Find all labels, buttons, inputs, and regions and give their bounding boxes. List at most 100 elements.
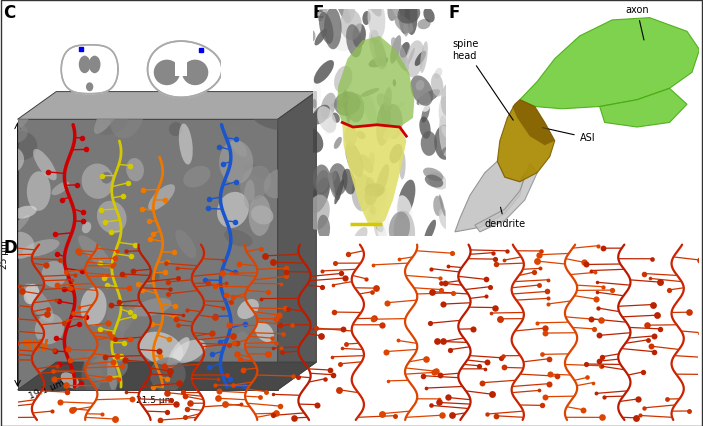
Ellipse shape [107,359,117,391]
Ellipse shape [154,60,180,85]
Ellipse shape [417,89,440,105]
Ellipse shape [360,88,379,97]
Ellipse shape [404,6,417,33]
Ellipse shape [439,209,451,229]
Ellipse shape [182,60,208,85]
Ellipse shape [365,183,385,196]
Ellipse shape [41,261,67,288]
Ellipse shape [309,30,316,41]
Ellipse shape [24,283,54,322]
Ellipse shape [51,181,70,195]
Ellipse shape [354,98,361,109]
Ellipse shape [3,215,30,240]
Ellipse shape [439,194,446,216]
Ellipse shape [27,171,51,211]
Ellipse shape [377,223,384,232]
Ellipse shape [419,117,431,139]
Text: dendrite: dendrite [484,207,525,229]
Ellipse shape [433,196,443,216]
Polygon shape [497,100,555,182]
Ellipse shape [399,0,410,34]
Ellipse shape [238,299,259,319]
Ellipse shape [34,314,64,344]
Ellipse shape [219,141,253,184]
Ellipse shape [335,179,344,204]
Ellipse shape [313,164,330,194]
Text: ASI: ASI [543,128,595,143]
Ellipse shape [133,298,172,317]
Polygon shape [61,45,118,94]
Ellipse shape [431,73,444,97]
Ellipse shape [418,90,431,112]
Ellipse shape [79,56,91,73]
Text: spine
head: spine head [453,39,513,120]
Ellipse shape [335,95,354,104]
Ellipse shape [243,164,274,179]
Ellipse shape [366,0,382,17]
Ellipse shape [344,125,357,147]
Ellipse shape [324,7,342,49]
Ellipse shape [331,102,347,108]
Ellipse shape [352,174,373,211]
Ellipse shape [390,35,401,63]
Ellipse shape [72,377,100,407]
Ellipse shape [231,138,247,157]
Ellipse shape [423,167,444,181]
Ellipse shape [368,0,385,40]
Polygon shape [342,123,406,227]
Ellipse shape [335,0,350,23]
Ellipse shape [314,29,327,46]
Ellipse shape [325,109,340,135]
Ellipse shape [389,0,401,22]
Ellipse shape [22,239,60,257]
Bar [175,56,187,76]
Ellipse shape [334,137,342,149]
Ellipse shape [252,109,295,130]
Ellipse shape [439,96,453,130]
Ellipse shape [82,222,91,233]
Ellipse shape [82,164,114,199]
Ellipse shape [352,23,366,48]
Ellipse shape [264,169,292,199]
Ellipse shape [439,147,446,157]
Ellipse shape [236,331,250,349]
Ellipse shape [377,93,392,112]
Ellipse shape [394,15,413,33]
Ellipse shape [13,206,37,219]
Ellipse shape [369,205,376,215]
Ellipse shape [384,104,403,139]
Ellipse shape [352,227,368,248]
Ellipse shape [78,235,111,269]
Ellipse shape [387,0,398,21]
Ellipse shape [169,388,187,413]
Ellipse shape [391,37,409,72]
Text: axon: axon [625,5,649,40]
Text: 19.1 μm: 19.1 μm [28,379,66,401]
Ellipse shape [318,215,330,240]
Polygon shape [475,164,537,232]
Text: 21.5 μm: 21.5 μm [136,397,174,406]
Ellipse shape [317,106,336,133]
Ellipse shape [415,80,425,90]
Ellipse shape [312,105,330,124]
Ellipse shape [106,302,125,343]
Ellipse shape [418,19,430,29]
Ellipse shape [342,169,356,194]
Ellipse shape [396,195,413,225]
Ellipse shape [423,8,434,23]
Ellipse shape [384,87,392,112]
Text: E: E [313,4,324,22]
Text: F: F [449,4,460,22]
Ellipse shape [316,170,329,193]
Ellipse shape [397,4,420,23]
Polygon shape [455,161,524,232]
Ellipse shape [240,166,271,200]
Ellipse shape [84,348,120,391]
Ellipse shape [179,124,193,164]
Ellipse shape [94,95,123,134]
Text: 25 μm: 25 μm [1,240,9,269]
Ellipse shape [167,337,190,368]
Ellipse shape [363,92,377,126]
Ellipse shape [313,99,316,109]
Ellipse shape [415,51,426,66]
